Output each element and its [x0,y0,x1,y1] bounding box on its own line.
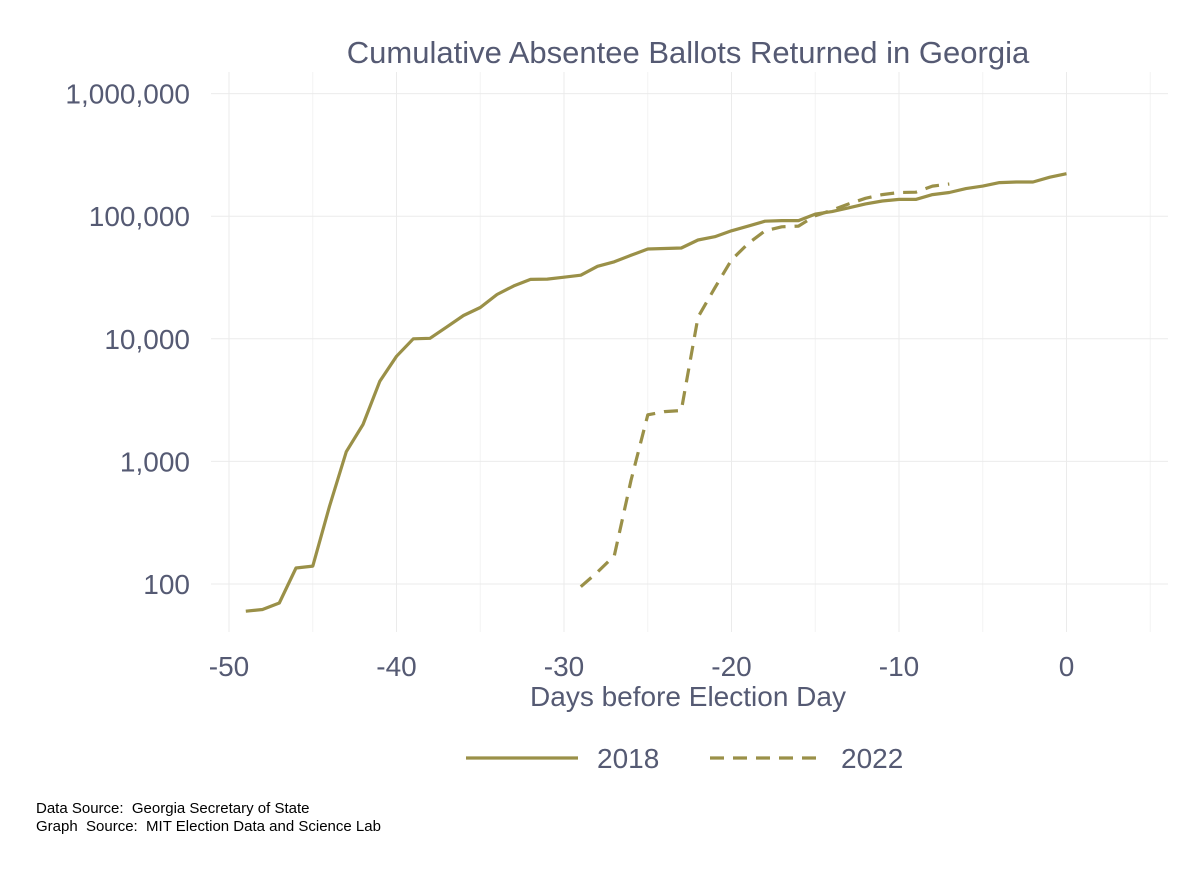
legend: 2018 2022 [466,743,903,774]
y-tick-label: 10,000 [104,324,190,355]
legend-label-2022: 2022 [841,743,903,774]
x-tick-label: -20 [711,651,751,682]
y-tick-label: 1,000,000 [65,79,190,110]
x-tick-label: -30 [544,651,584,682]
chart-title: Cumulative Absentee Ballots Returned in … [347,35,1030,70]
x-tick-label: -50 [209,651,249,682]
y-tick-label: 100 [143,569,190,600]
y-axis: 100 1,000 10,000 100,000 1,000,000 [65,79,190,600]
x-axis-label: Days before Election Day [530,681,846,712]
y-tick-label: 1,000 [120,446,190,477]
grid [211,72,1168,632]
x-axis: -50 -40 -30 -20 -10 0 [209,651,1075,682]
series-line-2022 [579,182,950,588]
series-layer [245,172,1067,613]
data-source-note: Data Source: Georgia Secretary of State [36,800,310,817]
x-tick-label: 0 [1059,651,1075,682]
x-tick-label: -40 [376,651,416,682]
y-tick-label: 100,000 [89,201,190,232]
legend-label-2018: 2018 [597,743,659,774]
graph-source-note: Graph Source: MIT Election Data and Scie… [36,818,381,835]
x-tick-label: -10 [879,651,919,682]
series-line-2018 [245,172,1067,613]
